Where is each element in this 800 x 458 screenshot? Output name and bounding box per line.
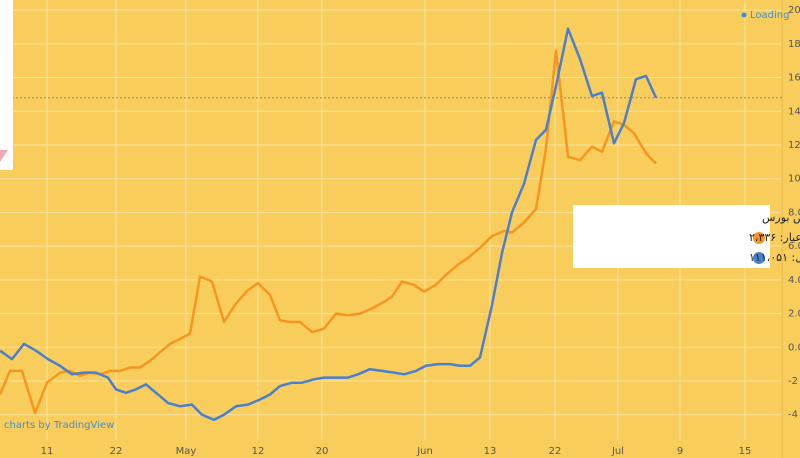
y-tick-label: 6.0 [788,241,800,252]
legend-title: مقایسه قیمت طلا و شاخص بورس [762,211,800,224]
x-tick-label: Jun [416,446,433,457]
status-dot [741,12,747,18]
x-tick-label: 22 [110,446,123,457]
series-line [0,49,657,415]
y-tick-label: 18 [788,39,800,50]
y-tick-label: 14 [788,106,800,117]
legend-label: شاخص کل: ۱۱۱،۰۵۱ [749,251,800,264]
y-tick-label: 16 [788,73,800,84]
y-tick-label: 2.0 [788,309,800,320]
y-tick-label: 0.0 [788,342,800,353]
status: Loading [750,10,789,21]
x-tick-label: 20 [316,446,329,457]
legend-label: قیمت طلا ۱۸ عیار: ۲،۳۳۶ [749,231,800,244]
y-tick-label: -4 [788,410,798,421]
x-tick-label: 9 [677,446,683,457]
side-panel [0,0,13,170]
x-tick-label: 11 [41,446,54,457]
y-tick-label: -2 [788,376,798,387]
y-tick-label: 12 [788,140,800,151]
x-tick-label: 22 [549,446,562,457]
lines [0,27,782,422]
legend-marker [753,232,765,244]
x-tick-label: 12 [252,446,265,457]
legend: مقایسه قیمت طلا و شاخص بورس قیمت طلا ۱۸ … [573,205,800,268]
series-line [0,27,658,422]
y-tick-label: 4.0 [788,275,800,286]
x-tick-label: 13 [484,446,497,457]
y-tick-label: 20 [788,5,800,16]
side-marker [0,150,8,162]
x-tick-label: May [176,446,197,457]
legend-marker [753,252,765,264]
credit: charts by TradingView [4,420,114,431]
y-tick-label: 8.0 [788,207,800,218]
legend-box [573,205,770,268]
x-tick-label: Jul [611,446,624,457]
y-tick-label: 10 [788,174,800,185]
x-tick-label: 15 [739,446,752,457]
